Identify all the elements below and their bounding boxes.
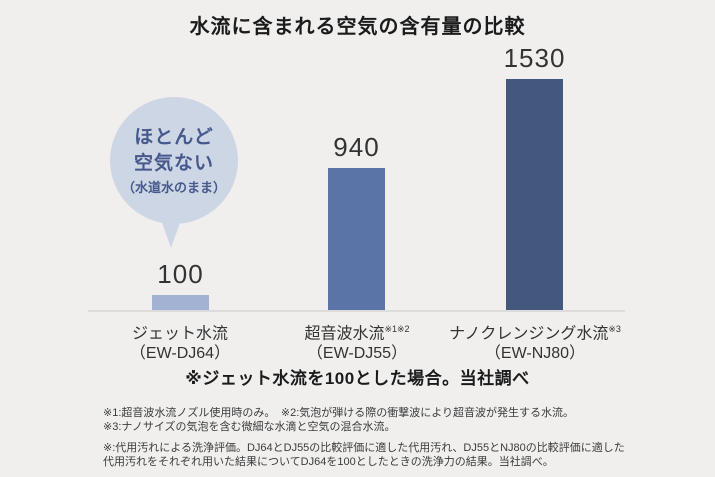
bar-jet-stream	[152, 295, 209, 310]
bar-value-2: 1530	[503, 43, 566, 73]
category-label-nano: ナノクレンジング水流※3 （EW-NJ80）	[415, 319, 655, 364]
category-sup: ※3	[608, 324, 621, 334]
category-name: ナノクレンジング水流	[449, 325, 609, 343]
bubble-line3: （水道水のまま）	[121, 179, 226, 195]
category-label-jet: ジェット水流 （EW-DJ64）	[60, 319, 300, 364]
footnote-line1: ※1:超音波水流ノズル使用時のみ。 ※2:気泡が弾ける際の衝撃波により超音波が発…	[103, 407, 575, 419]
category-sup: ※1※2	[384, 324, 410, 334]
category-model: （EW-DJ55）	[306, 345, 408, 363]
bubble-line1: ほとんど	[134, 126, 214, 148]
bar-nano-cleansing-stream	[506, 79, 563, 310]
category-model: （EW-DJ64）	[129, 345, 231, 363]
category-name: ジェット水流	[131, 325, 228, 343]
x-axis-baseline	[88, 310, 625, 312]
bubble-tail-icon	[161, 220, 181, 248]
bubble-line2: 空気ない	[133, 152, 214, 174]
category-model: （EW-NJ80）	[484, 345, 586, 363]
bar-value-0: 100	[157, 259, 204, 289]
footnote-paragraph: ※:代用汚れによる洗浄評価。DJ64とDJ55の比較評価に適した代用汚れ、DJ5…	[103, 442, 625, 468]
footnotes: ※1:超音波水流ノズル使用時のみ。 ※2:気泡が弾ける際の衝撃波により超音波が発…	[103, 407, 627, 469]
annotation-bubble: ほとんど 空気ない （水道水のまま）	[110, 97, 238, 224]
footnote-line2: ※3:ナノサイズの気泡を含む微細な水滴と空気の混合水流。	[103, 420, 396, 433]
bar-value-1: 940	[333, 132, 380, 162]
chart-title: 水流に含まれる空気の含有量の比較	[189, 16, 526, 38]
bar-ultrasonic-stream	[328, 168, 385, 310]
category-name: 超音波水流	[304, 325, 385, 343]
category-label-ultrasonic: 超音波水流※1※2 （EW-DJ55）	[237, 319, 477, 364]
comparison-note: ※ジェット水流を100とした場合。当社調べ	[185, 369, 530, 388]
